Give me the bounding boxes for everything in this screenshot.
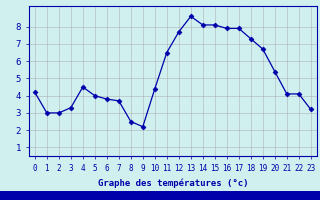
X-axis label: Graphe des températures (°c): Graphe des températures (°c) (98, 178, 248, 188)
